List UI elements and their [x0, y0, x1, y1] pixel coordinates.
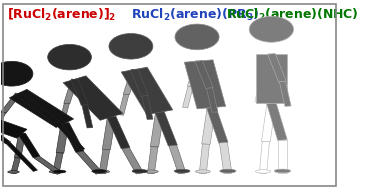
- Polygon shape: [64, 79, 78, 104]
- Ellipse shape: [175, 24, 219, 50]
- Ellipse shape: [144, 170, 158, 173]
- Text: $\mathbf{[RuCl_2(arene)]_2}$: $\mathbf{[RuCl_2(arene)]_2}$: [8, 7, 117, 23]
- Ellipse shape: [48, 44, 92, 70]
- Polygon shape: [184, 60, 226, 109]
- Polygon shape: [183, 86, 193, 108]
- Polygon shape: [130, 69, 148, 96]
- Polygon shape: [207, 107, 228, 143]
- Polygon shape: [53, 153, 63, 174]
- Ellipse shape: [249, 16, 294, 42]
- Polygon shape: [0, 115, 10, 144]
- Polygon shape: [61, 122, 84, 152]
- Polygon shape: [155, 112, 177, 146]
- Text: $\mathbf{RuCl_2(arene)(NHC)}$: $\mathbf{RuCl_2(arene)(NHC)}$: [226, 7, 358, 23]
- Polygon shape: [147, 147, 158, 174]
- Polygon shape: [169, 145, 186, 174]
- Ellipse shape: [132, 169, 147, 173]
- Ellipse shape: [255, 170, 271, 173]
- Polygon shape: [255, 80, 266, 102]
- Polygon shape: [56, 123, 69, 153]
- Polygon shape: [118, 94, 129, 115]
- Polygon shape: [202, 107, 216, 144]
- Polygon shape: [260, 54, 274, 80]
- Polygon shape: [121, 67, 173, 115]
- Polygon shape: [150, 112, 164, 147]
- Polygon shape: [260, 141, 270, 173]
- Polygon shape: [102, 117, 116, 150]
- Ellipse shape: [0, 61, 33, 86]
- Polygon shape: [207, 88, 218, 112]
- Polygon shape: [76, 151, 102, 174]
- Polygon shape: [122, 148, 143, 174]
- Polygon shape: [6, 142, 38, 171]
- Text: $\mathbf{RuCl_2(arene)(PR_3)}$: $\mathbf{RuCl_2(arene)(PR_3)}$: [131, 7, 259, 23]
- Ellipse shape: [195, 170, 210, 173]
- Polygon shape: [219, 143, 232, 174]
- Ellipse shape: [8, 171, 19, 173]
- Polygon shape: [107, 116, 130, 149]
- Polygon shape: [63, 76, 123, 120]
- Polygon shape: [99, 149, 110, 174]
- Polygon shape: [59, 103, 69, 124]
- Polygon shape: [199, 144, 210, 174]
- Polygon shape: [256, 54, 286, 103]
- Ellipse shape: [109, 33, 153, 59]
- Polygon shape: [0, 112, 6, 132]
- Polygon shape: [14, 134, 25, 158]
- Polygon shape: [261, 103, 276, 142]
- Polygon shape: [0, 112, 27, 138]
- Ellipse shape: [174, 169, 190, 173]
- Polygon shape: [268, 53, 286, 82]
- Polygon shape: [279, 81, 291, 106]
- Polygon shape: [278, 140, 286, 173]
- Polygon shape: [9, 89, 74, 127]
- Polygon shape: [82, 105, 93, 128]
- Ellipse shape: [95, 170, 109, 173]
- Polygon shape: [11, 158, 20, 174]
- Polygon shape: [267, 103, 287, 140]
- Polygon shape: [123, 69, 137, 95]
- Polygon shape: [18, 133, 40, 158]
- Ellipse shape: [220, 169, 236, 173]
- Polygon shape: [15, 92, 59, 123]
- Polygon shape: [188, 61, 202, 87]
- Polygon shape: [1, 93, 21, 113]
- Polygon shape: [54, 121, 85, 150]
- Ellipse shape: [53, 170, 66, 173]
- Polygon shape: [142, 96, 153, 119]
- Ellipse shape: [92, 170, 106, 173]
- Ellipse shape: [49, 170, 63, 173]
- Polygon shape: [34, 156, 62, 174]
- Polygon shape: [195, 60, 213, 88]
- Ellipse shape: [274, 169, 291, 173]
- Polygon shape: [71, 79, 88, 105]
